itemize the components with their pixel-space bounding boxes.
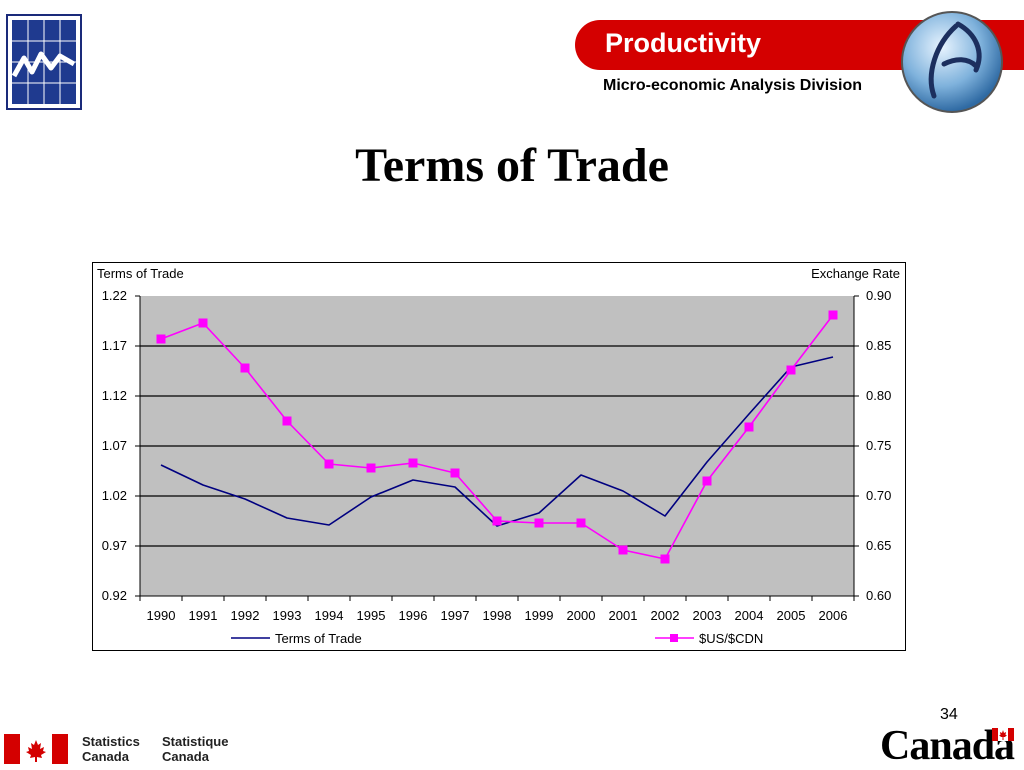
left-tick-label: 0.97 (102, 538, 127, 553)
page-number: 34 (940, 706, 958, 723)
x-tick-label: 2001 (609, 608, 638, 623)
agency-fr-line2: Canada (162, 749, 209, 764)
data-point (534, 518, 544, 528)
series-line-0 (160, 356, 834, 527)
x-tick-label: 1996 (399, 608, 428, 623)
data-point (408, 458, 418, 468)
data-point (576, 518, 586, 528)
agency-en-line1: Statistics (82, 734, 140, 749)
left-tick-label: 1.02 (102, 488, 127, 503)
legend-label-exchange-rate: $US/$CDN (699, 631, 763, 646)
right-tick-label: 0.75 (866, 438, 891, 453)
data-point (702, 476, 712, 486)
x-tick-label: 2006 (819, 608, 848, 623)
x-tick-label: 2003 (693, 608, 722, 623)
banner-title: Productivity (605, 28, 762, 58)
data-point (828, 310, 838, 320)
x-tick-label: 1999 (525, 608, 554, 623)
x-tick-label: 2005 (777, 608, 806, 623)
right-axis-ticks: 0.90 0.85 0.80 0.75 0.70 0.65 0.60 (854, 288, 891, 603)
terms-of-trade-chart: Terms of Trade Exchange Rate 1.22 1.17 1.1… (92, 262, 906, 651)
series-markers (156, 310, 838, 564)
banner-subtitle: Micro-economic Analysis Division (603, 77, 863, 94)
globe-logo-icon (896, 4, 1008, 116)
x-tick-label: 1992 (231, 608, 260, 623)
x-tick-label: 2004 (735, 608, 764, 623)
left-tick-label: 1.22 (102, 288, 127, 303)
gridlines (140, 345, 854, 547)
x-tick-label: 1993 (273, 608, 302, 623)
legend-marker-exchange-rate (670, 634, 678, 642)
right-tick-label: 0.65 (866, 538, 891, 553)
canada-wordmark-flag-icon (992, 728, 1014, 741)
left-tick-label: 1.07 (102, 438, 127, 453)
data-point (618, 545, 628, 555)
right-axis-title: Exchange Rate (811, 266, 900, 281)
right-tick-label: 0.80 (866, 388, 891, 403)
x-tick-label: 2000 (567, 608, 596, 623)
data-point (660, 554, 670, 564)
x-tick-label: 1998 (483, 608, 512, 623)
agency-name-english: Statistics Canada (82, 734, 140, 764)
x-tick-label: 1995 (357, 608, 386, 623)
statcan-chart-logo-icon (6, 14, 82, 110)
x-tick-label: 1994 (315, 608, 344, 623)
x-tick-label: 1990 (147, 608, 176, 623)
x-tick-label: 1991 (189, 608, 218, 623)
data-point (240, 363, 250, 373)
agency-en-line2: Canada (82, 749, 129, 764)
legend: Terms of Trade $US/$CDN (231, 631, 763, 646)
data-point (786, 365, 796, 375)
x-tick-label: 1997 (441, 608, 470, 623)
data-point (492, 516, 502, 526)
left-tick-label: 1.17 (102, 338, 127, 353)
right-tick-label: 0.70 (866, 488, 891, 503)
canada-flag-icon (4, 734, 68, 764)
agency-fr-line1: Statistique (162, 734, 229, 749)
data-point (324, 459, 334, 469)
chart: Terms of Trade Exchange Rate 1.22 1.17 1.1… (92, 262, 906, 651)
left-axis-title: Terms of Trade (97, 266, 184, 281)
data-point (156, 334, 166, 344)
left-tick-label: 1.12 (102, 388, 127, 403)
data-point (744, 422, 754, 432)
slide-title: Terms of Trade (355, 139, 669, 192)
right-tick-label: 0.90 (866, 288, 891, 303)
right-tick-label: 0.85 (866, 338, 891, 353)
x-axis-ticks: 1990 1991 1992 1993 1994 1995 1996 1997 1998 1999… (139, 596, 855, 623)
left-tick-label: 0.92 (102, 588, 127, 603)
data-point (282, 416, 292, 426)
left-axis-ticks: 1.22 1.17 1.12 1.07 1.02 0.97 0.92 (102, 288, 140, 603)
data-point (366, 463, 376, 473)
agency-name-french: Statistique Canada (162, 734, 228, 764)
x-tick-label: 2002 (651, 608, 680, 623)
right-tick-label: 0.60 (866, 588, 891, 603)
data-point (198, 318, 208, 328)
data-point (450, 468, 460, 478)
legend-label-terms-of-trade: Terms of Trade (275, 631, 362, 646)
